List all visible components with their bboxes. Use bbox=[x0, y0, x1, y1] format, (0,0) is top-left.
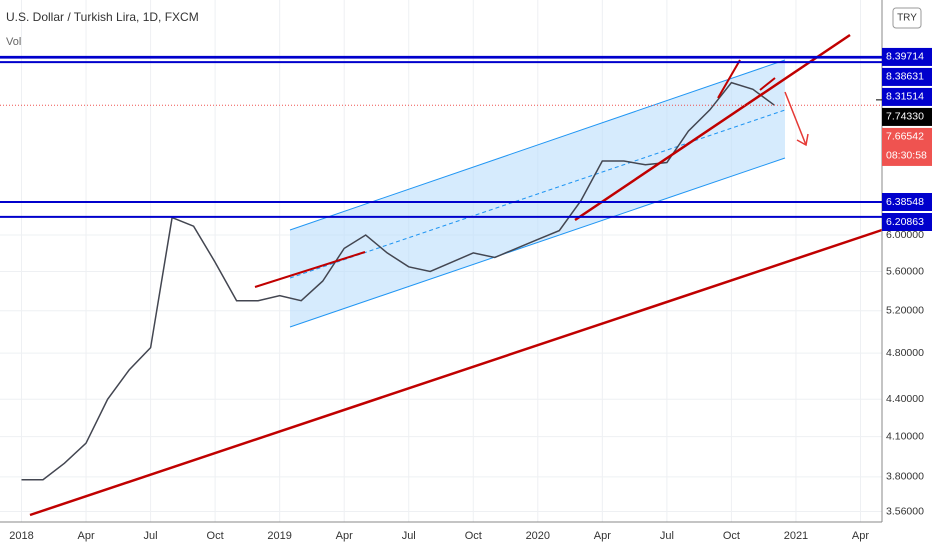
x-tick-label: Jul bbox=[144, 530, 158, 542]
trendline-short bbox=[759, 77, 776, 91]
y-tick-label: 5.20000 bbox=[886, 305, 924, 317]
price-box bbox=[882, 127, 932, 166]
x-tick-label: 2019 bbox=[267, 530, 291, 542]
trendline-short bbox=[254, 251, 366, 288]
channel-mid bbox=[289, 109, 786, 279]
y-tick-label: 4.40000 bbox=[886, 393, 924, 405]
x-tick-label: Oct bbox=[723, 530, 740, 542]
price-box-label: 6.20863 bbox=[886, 216, 924, 228]
x-tick-label: Jul bbox=[402, 530, 416, 542]
currency-button[interactable] bbox=[892, 7, 922, 29]
x-tick-label: Apr bbox=[852, 530, 869, 542]
price-box-label: 8.38631 bbox=[886, 71, 924, 83]
channel-lower bbox=[289, 157, 786, 328]
y-tick-label: 5.60000 bbox=[886, 265, 924, 277]
price-box bbox=[882, 192, 932, 211]
arrow bbox=[784, 91, 807, 146]
x-tick-label: Apr bbox=[594, 530, 611, 542]
price-box-label: 6.38548 bbox=[886, 196, 924, 208]
price-box bbox=[882, 212, 932, 231]
overlay: 8.39714 8.38631 8.31514 7.74330 7.66542 08:30… bbox=[0, 47, 932, 231]
x-tick-label: Apr bbox=[77, 530, 94, 542]
x-tick-label: Oct bbox=[465, 530, 482, 542]
volume-label: Vol bbox=[6, 36, 21, 48]
price-box-label: 7.66542 bbox=[886, 131, 924, 143]
y-tick-label: 6.00000 bbox=[886, 229, 924, 241]
price-box bbox=[882, 107, 932, 126]
trendline bbox=[574, 33, 851, 222]
arrow-head bbox=[796, 133, 809, 147]
chart-title: U.S. Dollar / Turkish Lira, 1D, FXCM bbox=[6, 10, 199, 24]
price-box-label: 7.74330 bbox=[886, 111, 924, 123]
y-tick-label: 3.56000 bbox=[886, 505, 924, 517]
x-tick-label: 2021 bbox=[784, 530, 808, 542]
trendline-short bbox=[717, 59, 741, 99]
x-tick-label: 2018 bbox=[9, 530, 33, 542]
price-line bbox=[21, 81, 775, 481]
price-box-label: 8.31514 bbox=[886, 91, 924, 103]
trendline-long bbox=[29, 228, 883, 517]
y-tick-label: 4.10000 bbox=[886, 430, 924, 442]
y-tick-label: 3.80000 bbox=[886, 471, 924, 483]
x-tick-label: 2020 bbox=[526, 530, 550, 542]
countdown-label: 08:30:58 bbox=[886, 150, 927, 162]
price-box bbox=[882, 47, 932, 66]
price-box-label: 8.39714 bbox=[886, 51, 924, 63]
x-tick-label: Jul bbox=[660, 530, 674, 542]
price-box bbox=[882, 87, 932, 106]
plot bbox=[21, 81, 775, 481]
currency-button-label[interactable]: TRY bbox=[897, 13, 917, 24]
x-tick-label: Oct bbox=[207, 530, 224, 542]
x-tick-label: Apr bbox=[336, 530, 353, 542]
price-box bbox=[882, 67, 932, 86]
y-tick-label: 4.80000 bbox=[886, 347, 924, 359]
